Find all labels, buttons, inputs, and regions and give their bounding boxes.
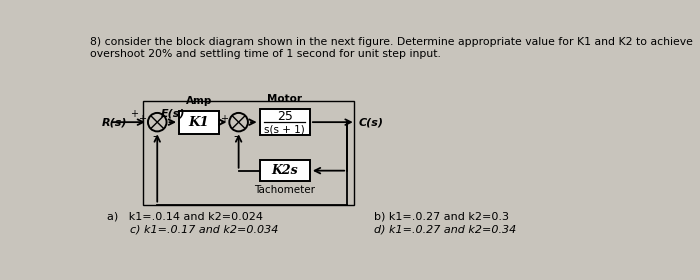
Text: Tachometer: Tachometer: [254, 185, 315, 195]
Text: 8) consider the block diagram shown in the next figure. Determine appropriate va: 8) consider the block diagram shown in t…: [90, 38, 693, 47]
Text: E(s): E(s): [160, 108, 185, 118]
Text: C(s): C(s): [358, 117, 384, 127]
Bar: [179, 111, 219, 134]
Text: -: -: [234, 130, 238, 143]
Bar: [144, 101, 354, 204]
Text: K1: K1: [189, 116, 209, 129]
Text: 25: 25: [276, 110, 293, 123]
Text: overshoot 20% and settling time of 1 second for unit step input.: overshoot 20% and settling time of 1 sec…: [90, 49, 441, 59]
Text: a)   k1=.0.14 and k2=0.024: a) k1=.0.14 and k2=0.024: [107, 212, 263, 222]
Text: Amp: Amp: [186, 96, 212, 106]
Text: +: +: [220, 114, 228, 124]
Text: Motor: Motor: [267, 94, 302, 104]
Text: s(s + 1): s(s + 1): [265, 125, 305, 134]
Bar: [260, 109, 310, 135]
Text: b) k1=.0.27 and k2=0.3: b) k1=.0.27 and k2=0.3: [374, 212, 510, 222]
Text: K2s: K2s: [272, 164, 298, 177]
Text: R(s): R(s): [102, 117, 127, 127]
Text: -: -: [152, 130, 157, 143]
Text: +: +: [130, 109, 138, 120]
Bar: [260, 160, 310, 181]
Text: d) k1=.0.27 and k2=0.34: d) k1=.0.27 and k2=0.34: [374, 224, 517, 234]
Text: c) k1=.0.17 and k2=0.034: c) k1=.0.17 and k2=0.034: [130, 224, 279, 234]
Text: +: +: [139, 114, 146, 124]
